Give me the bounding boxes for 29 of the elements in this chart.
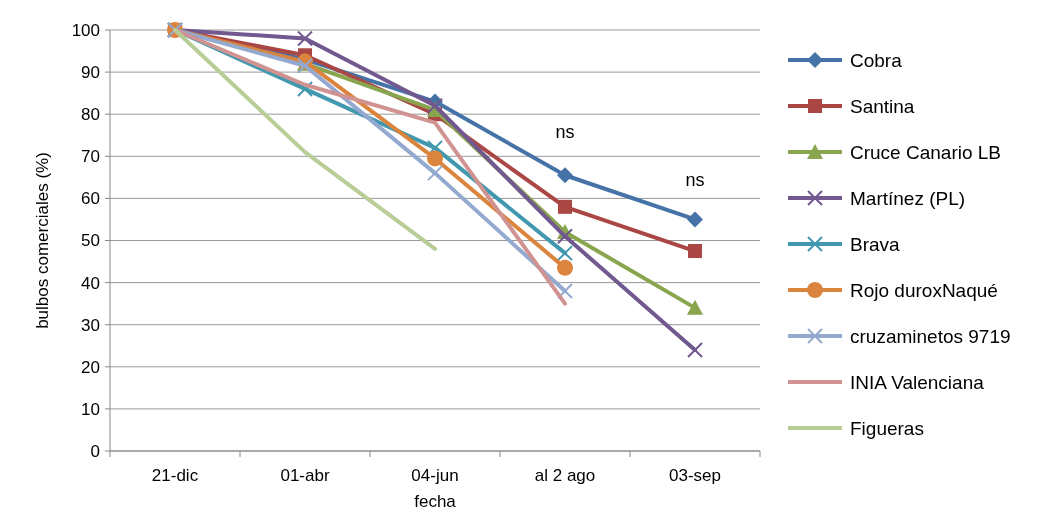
y-tick-label: 10	[81, 399, 100, 419]
annotation: ns	[555, 122, 575, 142]
legend-label: Figueras	[850, 417, 924, 439]
legend-label: Cruce Canario LB	[850, 141, 1002, 163]
y-tick-label: 80	[81, 105, 100, 125]
y-tick-label: 60	[81, 189, 100, 209]
legend-label: Martínez (PL)	[850, 187, 966, 209]
y-tick-label: 40	[81, 273, 100, 293]
legend-label: Cobra	[850, 49, 903, 71]
legend-label: INIA Valenciana	[850, 371, 985, 393]
y-tick-label: 0	[90, 441, 100, 461]
y-tick-label: 70	[81, 147, 100, 167]
y-tick-label: 30	[81, 315, 100, 335]
x-tick-label: al 2 ago	[534, 466, 596, 485]
legend-label: cruzaminetos 9719	[850, 325, 1011, 347]
y-tick-label: 100	[71, 20, 100, 40]
x-tick-label: 03-sep	[669, 466, 721, 485]
x-axis-title: fecha	[414, 492, 457, 511]
x-tick-label: 21-dic	[151, 466, 199, 485]
y-tick-label: 20	[81, 357, 100, 377]
x-tick-label: 04-jun	[411, 466, 459, 485]
y-axis-title: bulbos comerciales (%)	[33, 152, 52, 329]
legend-label: Santina	[850, 95, 915, 117]
y-tick-label: 90	[81, 63, 100, 83]
legend-label: Brava	[850, 233, 901, 255]
x-tick-label: 01-abr	[280, 466, 330, 485]
legend-label: Rojo duroxNaqué	[850, 279, 998, 301]
y-tick-label: 50	[81, 231, 100, 251]
annotation: ns	[685, 170, 705, 190]
